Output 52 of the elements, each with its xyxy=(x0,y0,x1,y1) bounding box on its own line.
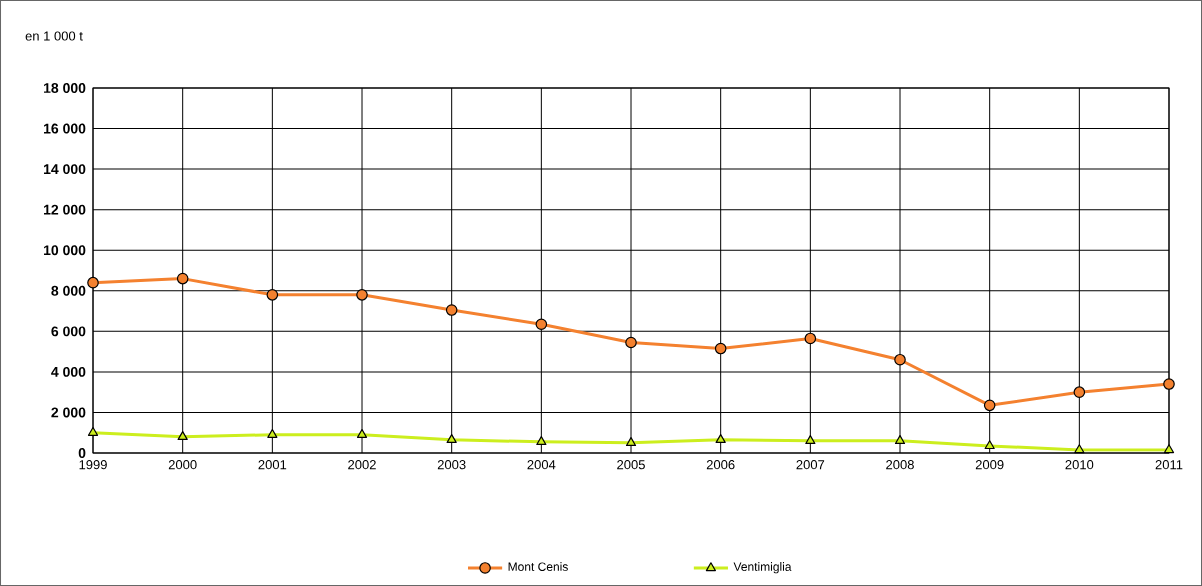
point xyxy=(87,276,99,289)
x-tick-label: 2000 xyxy=(168,460,197,470)
point xyxy=(625,437,637,447)
point xyxy=(446,434,457,444)
point xyxy=(984,440,995,450)
y-tick-label: 8 000 xyxy=(51,285,86,296)
y-tick-label: 6 000 xyxy=(51,326,86,337)
x-tick-label: 2007 xyxy=(796,460,825,470)
x-tick-label: 1999 xyxy=(79,460,107,470)
legend-label: Mont Cenis xyxy=(508,562,568,571)
y-tick-label: 2 000 xyxy=(51,407,86,418)
y-tick-label: 16 000 xyxy=(44,123,86,134)
point xyxy=(714,342,727,355)
point xyxy=(894,353,906,366)
y-tick-label: 10 000 xyxy=(44,245,86,256)
x-tick-label: 2004 xyxy=(527,460,556,470)
x-tick-label: 2011 xyxy=(1155,460,1183,470)
x-tick-label: 2008 xyxy=(886,460,914,470)
point xyxy=(1073,386,1086,398)
point xyxy=(1163,444,1175,454)
legend-label: Ventimiglia xyxy=(733,562,792,574)
point xyxy=(1163,378,1175,390)
point xyxy=(356,289,368,301)
point xyxy=(267,428,278,438)
point xyxy=(266,289,279,301)
point xyxy=(445,304,458,316)
point xyxy=(894,435,906,445)
point xyxy=(535,318,548,331)
x-tick-label: 2005 xyxy=(617,460,645,470)
y-tick-label: 0 xyxy=(78,448,86,458)
point xyxy=(536,436,547,446)
y-tick-label: 12 000 xyxy=(44,204,86,215)
point xyxy=(177,430,188,440)
point xyxy=(1074,444,1085,454)
point xyxy=(983,399,996,412)
x-tick-label: 2009 xyxy=(975,460,1004,470)
point xyxy=(176,272,189,285)
y-tick-label: 18 000 xyxy=(44,83,86,93)
x-tick-label: 2001 xyxy=(258,460,287,470)
x-tick-label: 2010 xyxy=(1065,460,1094,470)
point xyxy=(87,426,99,436)
point xyxy=(625,336,637,349)
y-tick-label: 4 000 xyxy=(51,366,86,377)
x-tick-label: 2002 xyxy=(348,460,376,470)
point xyxy=(804,332,817,345)
x-tick-label: 2006 xyxy=(706,460,735,470)
y-axis-title: en 1 000 t xyxy=(25,31,83,41)
point xyxy=(356,428,368,438)
x-tick-label: 2003 xyxy=(437,460,466,470)
point xyxy=(715,434,726,444)
point xyxy=(805,435,816,445)
y-tick-label: 14 000 xyxy=(44,164,86,175)
